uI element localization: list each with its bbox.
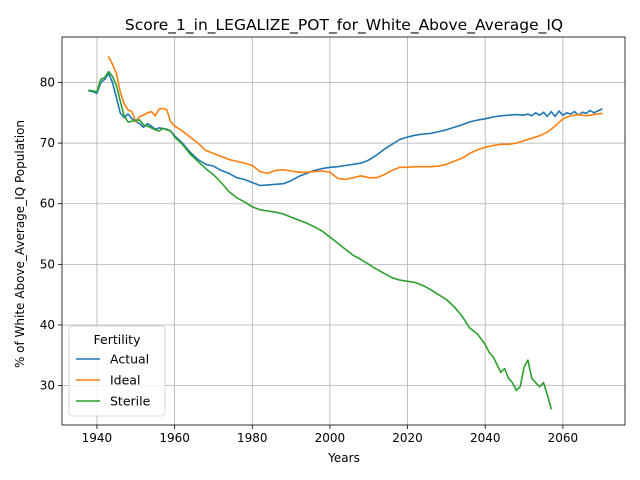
y-tick-label: 60	[40, 197, 55, 211]
legend-entries: Actual Ideal Sterile	[76, 352, 151, 409]
y-tick-label: 50	[40, 257, 55, 271]
y-tick-label: 80	[40, 75, 55, 89]
legend-label-ideal: Ideal	[110, 373, 140, 388]
y-tick-label: 30	[40, 379, 55, 393]
y-axis: 30 40 50 60 70 80	[40, 75, 62, 393]
x-tick-label: 1980	[237, 431, 268, 445]
legend-title: Fertility	[94, 332, 142, 347]
y-tick-label: 40	[40, 318, 55, 332]
series-layer	[88, 55, 603, 410]
x-tick-label: 1940	[82, 431, 113, 445]
x-axis-label: Years	[327, 451, 360, 465]
y-axis-label: % of White Above_Average_IQ Population	[13, 120, 27, 368]
x-tick-label: 2020	[392, 431, 423, 445]
legend-box	[68, 325, 166, 417]
x-tick-label: 2060	[548, 431, 579, 445]
legend-label-actual: Actual	[110, 352, 149, 367]
x-axis: 1940 1960 1980 2000 2020 2040 2060	[82, 425, 578, 445]
x-tick-label: 2000	[315, 431, 346, 445]
x-tick-label: 2040	[470, 431, 501, 445]
series-line-ideal	[107, 55, 603, 181]
legend: Fertility Actual Ideal Sterile	[68, 325, 166, 417]
x-tick-label: 1960	[159, 431, 190, 445]
series-line-sterile	[88, 70, 553, 410]
plot-frame	[61, 36, 626, 426]
y-tick-label: 70	[40, 136, 55, 150]
legend-label-sterile: Sterile	[110, 394, 151, 409]
chart-title: Score_1_in_LEGALIZE_POT_for_White_Above_…	[125, 16, 563, 35]
